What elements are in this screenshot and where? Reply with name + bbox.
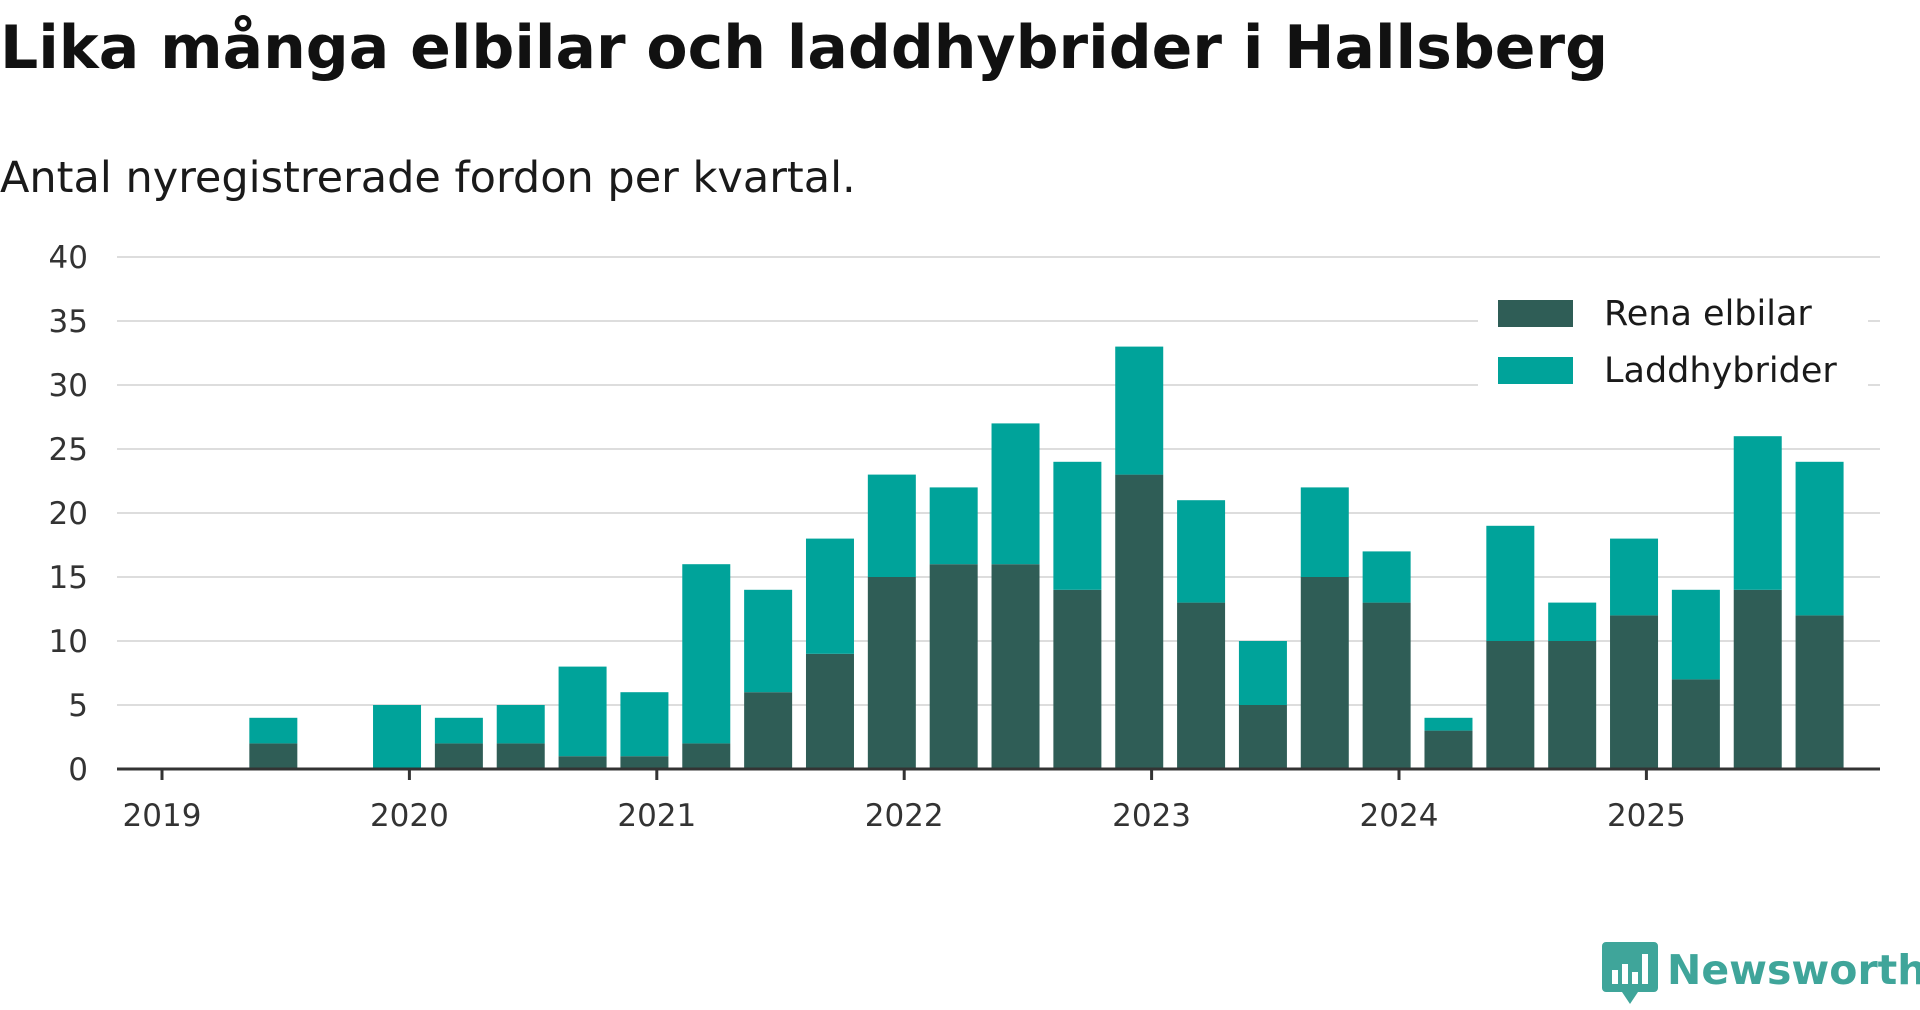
y-tick-label-10: 10 — [49, 624, 88, 660]
bar-rena_elbilar-23 — [1610, 615, 1659, 769]
bar-laddhybrider-16 — [1177, 500, 1226, 603]
x-tick-label-2019: 2019 — [123, 798, 202, 834]
x-tick-label-2020: 2020 — [370, 798, 449, 834]
bar-rena_elbilar-16 — [1177, 602, 1226, 769]
bar-laddhybrider-14 — [1053, 461, 1102, 590]
bar-rena_elbilar-25 — [1733, 589, 1782, 769]
bar-laddhybrider-12 — [929, 487, 978, 565]
x-tick-label-2022: 2022 — [865, 798, 944, 834]
x-tick-label-2025: 2025 — [1607, 798, 1686, 834]
bar-laddhybrider-3 — [373, 705, 422, 769]
bar-laddhybrider-11 — [867, 474, 916, 577]
legend: Rena elbilar Laddhybrider — [1478, 280, 1868, 396]
y-tick-label-40: 40 — [49, 240, 88, 276]
y-tick-label-25: 25 — [49, 432, 88, 468]
x-axis-ticks: 2019 2020 2021 2022 2023 2024 2025 — [123, 769, 1686, 834]
legend-label-rena-elbilar: Rena elbilar — [1604, 294, 1812, 334]
bar-laddhybrider-24 — [1671, 589, 1720, 680]
bar-rena_elbilar-21 — [1486, 641, 1535, 769]
bar-laddhybrider-21 — [1486, 525, 1535, 641]
bar-rena_elbilar-9 — [744, 692, 793, 769]
bar-rena_elbilar-7 — [620, 756, 669, 769]
x-tick-label-2021: 2021 — [617, 798, 696, 834]
bar-laddhybrider-5 — [496, 705, 545, 744]
bar-laddhybrider-17 — [1238, 641, 1287, 705]
bar-rena_elbilar-4 — [434, 743, 483, 769]
bar-laddhybrider-10 — [805, 538, 854, 654]
bar-rena_elbilar-12 — [929, 564, 978, 769]
bar-rena_elbilar-17 — [1238, 705, 1287, 769]
bar-laddhybrider-26 — [1795, 461, 1844, 616]
y-tick-label-15: 15 — [49, 560, 88, 596]
bar-laddhybrider-4 — [434, 717, 483, 744]
bar-laddhybrider-19 — [1362, 551, 1411, 603]
bar-laddhybrider-23 — [1610, 538, 1659, 616]
bar-rena_elbilar-22 — [1548, 641, 1597, 769]
bar-laddhybrider-22 — [1548, 602, 1597, 641]
bar-rena_elbilar-10 — [805, 653, 854, 769]
chart-subtitle: Antal nyregistrerade fordon per kvartal. — [0, 153, 856, 203]
y-tick-label-0: 0 — [68, 752, 88, 788]
bar-rena_elbilar-6 — [558, 756, 607, 769]
bar-rena_elbilar-20 — [1424, 730, 1473, 769]
bar-laddhybrider-18 — [1300, 487, 1349, 577]
bar-laddhybrider-13 — [991, 423, 1040, 565]
bar-rena_elbilar-19 — [1362, 602, 1411, 769]
y-tick-label-30: 30 — [49, 368, 88, 404]
bar-rena_elbilar-26 — [1795, 615, 1844, 769]
chart-title: Lika många elbilar och laddhybrider i Ha… — [0, 13, 1609, 83]
bar-rena_elbilar-5 — [496, 743, 545, 769]
legend-label-laddhybrider: Laddhybrider — [1604, 351, 1837, 391]
y-axis-ticks: 0 5 10 15 20 25 30 35 40 — [49, 240, 88, 788]
bar-laddhybrider-8 — [682, 564, 731, 744]
legend-swatch-rena-elbilar — [1498, 300, 1573, 327]
bar-rena_elbilar-13 — [991, 564, 1040, 769]
bar-rena_elbilar-14 — [1053, 589, 1102, 769]
legend-swatch-laddhybrider — [1498, 357, 1573, 384]
bar-laddhybrider-15 — [1115, 346, 1164, 475]
y-tick-label-5: 5 — [68, 688, 88, 724]
brand-name: Newsworthy — [1667, 946, 1920, 994]
bar-laddhybrider-6 — [558, 666, 607, 757]
bar-rena_elbilar-18 — [1300, 577, 1349, 769]
bar-rena_elbilar-1 — [249, 743, 298, 769]
bar-laddhybrider-1 — [249, 717, 298, 744]
newsworthy-logo: Newsworthy — [1600, 940, 1920, 1010]
bar-laddhybrider-20 — [1424, 717, 1473, 731]
bar-rena_elbilar-11 — [867, 577, 916, 769]
x-tick-label-2023: 2023 — [1112, 798, 1191, 834]
bar-rena_elbilar-15 — [1115, 474, 1164, 769]
newsworthy-bar-chart-icon — [1602, 942, 1658, 1004]
y-tick-label-35: 35 — [49, 304, 88, 340]
x-tick-label-2024: 2024 — [1360, 798, 1439, 834]
bar-rena_elbilar-8 — [682, 743, 731, 769]
bar-rena_elbilar-24 — [1671, 679, 1720, 769]
y-tick-label-20: 20 — [49, 496, 88, 532]
bars — [249, 346, 1844, 769]
bar-laddhybrider-7 — [620, 692, 669, 757]
bar-laddhybrider-9 — [744, 589, 793, 693]
bar-laddhybrider-25 — [1733, 436, 1782, 590]
